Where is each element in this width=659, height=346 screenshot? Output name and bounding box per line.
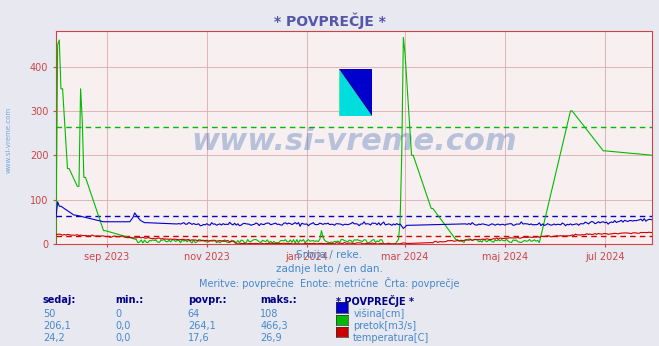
Text: pretok[m3/s]: pretok[m3/s] — [353, 321, 416, 331]
Text: zadnje leto / en dan.: zadnje leto / en dan. — [276, 264, 383, 274]
Text: * POVPREČJE *: * POVPREČJE * — [336, 295, 414, 307]
Text: višina[cm]: višina[cm] — [353, 309, 405, 319]
Text: 24,2: 24,2 — [43, 333, 65, 343]
Text: maks.:: maks.: — [260, 295, 297, 305]
Text: 264,1: 264,1 — [188, 321, 215, 331]
Text: * POVPREČJE *: * POVPREČJE * — [273, 12, 386, 29]
Text: Meritve: povprečne  Enote: metrične  Črta: povprečje: Meritve: povprečne Enote: metrične Črta:… — [199, 277, 460, 290]
Text: 26,9: 26,9 — [260, 333, 282, 343]
Text: 0,0: 0,0 — [115, 333, 130, 343]
Text: www.si-vreme.com: www.si-vreme.com — [5, 107, 12, 173]
Text: 64: 64 — [188, 309, 200, 319]
Text: 206,1: 206,1 — [43, 321, 71, 331]
Text: Srbija / reke.: Srbija / reke. — [297, 250, 362, 260]
Text: 0: 0 — [115, 309, 121, 319]
Text: 17,6: 17,6 — [188, 333, 210, 343]
Text: temperatura[C]: temperatura[C] — [353, 333, 430, 343]
Text: povpr.:: povpr.: — [188, 295, 226, 305]
Text: 50: 50 — [43, 309, 55, 319]
Polygon shape — [339, 70, 372, 116]
Text: sedaj:: sedaj: — [43, 295, 76, 305]
Polygon shape — [339, 70, 372, 116]
Text: 466,3: 466,3 — [260, 321, 288, 331]
Text: 0,0: 0,0 — [115, 321, 130, 331]
Text: min.:: min.: — [115, 295, 144, 305]
Text: www.si-vreme.com: www.si-vreme.com — [191, 127, 517, 156]
Text: 108: 108 — [260, 309, 279, 319]
